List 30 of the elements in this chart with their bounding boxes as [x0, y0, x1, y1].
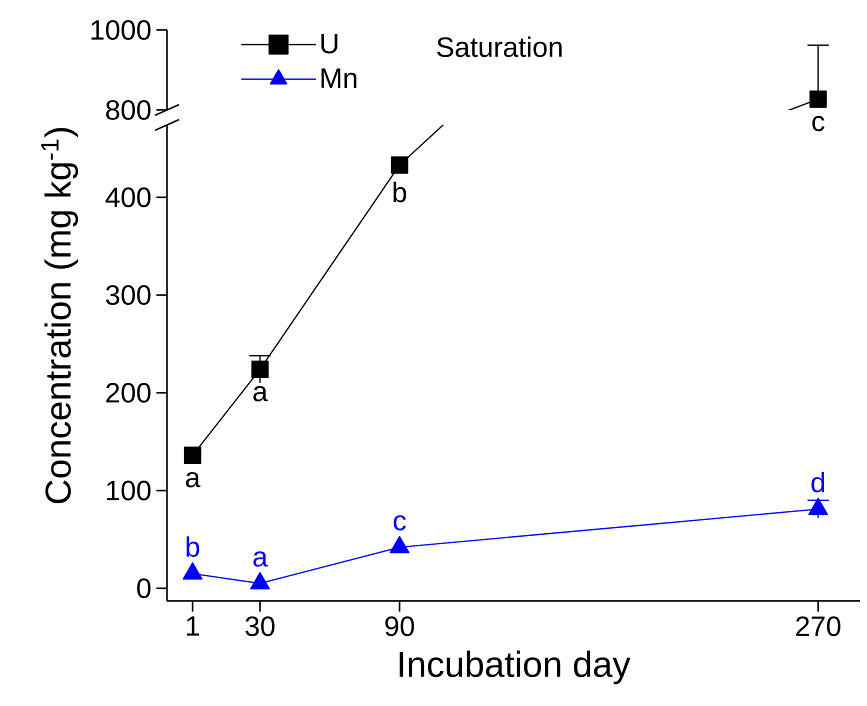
y-axis-title: Concentration (mg kg$^{-1}$) [41, 128, 78, 504]
y-tick-label: 1000 [91, 20, 151, 40]
point [251, 360, 269, 378]
point [390, 156, 408, 174]
x-tick-label: 90 [385, 616, 414, 636]
annotation: c [812, 116, 824, 132]
y-tick-label: 0 [137, 578, 151, 598]
point [808, 498, 828, 516]
point [182, 562, 202, 580]
point [250, 572, 270, 590]
point [390, 536, 410, 554]
annotation: c [394, 515, 406, 531]
annotation: a [253, 386, 268, 402]
annotation: b [186, 536, 200, 557]
annotation: a [186, 472, 200, 488]
y-tick-label: 400 [106, 187, 151, 208]
annotation: a [253, 551, 268, 567]
y-tick-label: 200 [106, 382, 151, 403]
chart-title: Saturation [437, 36, 562, 58]
x-tick-label: 270 [796, 616, 840, 636]
x-tick-label: 1 [186, 616, 199, 636]
y-tick-label: 300 [106, 285, 151, 305]
legend-label: U [321, 34, 338, 54]
y-tick-label: 800 [106, 100, 151, 120]
legend-label: Mn [322, 68, 356, 88]
x-axis-title: Incubation day [400, 650, 630, 684]
x-tick-label: 30 [246, 616, 274, 636]
annotation: d [812, 472, 824, 492]
y-tick-label: 100 [107, 480, 151, 500]
annotation: b [394, 182, 406, 202]
